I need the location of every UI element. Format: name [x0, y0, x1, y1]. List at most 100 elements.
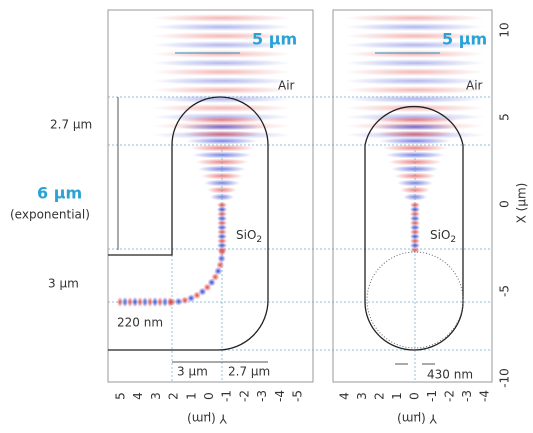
field-lobe	[410, 202, 420, 208]
bend-dim: 3 µm	[177, 365, 208, 379]
field-lobe	[132, 297, 138, 307]
field-lobe	[345, 32, 485, 40]
field-lobe	[410, 206, 420, 213]
field-lobe	[152, 297, 158, 307]
field-lobe	[152, 59, 292, 67]
field-lobe	[189, 144, 255, 152]
field-lobe	[345, 95, 485, 103]
tip-width: 430 nm	[427, 368, 473, 382]
exp-note: (exponential)	[10, 208, 90, 222]
field-lobe	[345, 41, 485, 49]
x-tick-label: 0	[408, 392, 422, 400]
field-lobe	[210, 193, 234, 201]
field-lobe	[177, 116, 267, 124]
left-frame	[107, 9, 314, 383]
field-lobe	[152, 32, 292, 40]
field-lobe	[345, 104, 485, 112]
core-label: SiO2	[430, 228, 456, 245]
field-lobe	[345, 50, 485, 58]
bend-circle	[366, 251, 464, 349]
waveguide-outline	[364, 105, 464, 351]
field-lobe	[152, 14, 292, 22]
field-lobe	[217, 206, 227, 213]
field-lobe	[410, 233, 420, 240]
field-lobe	[180, 296, 189, 305]
field-pattern	[117, 14, 485, 307]
x-tick-label: -5	[291, 390, 305, 402]
width-label: 5 µm	[252, 30, 297, 49]
right-frame	[332, 9, 493, 383]
field-lobe	[186, 137, 258, 145]
y-tick-label: -10	[498, 368, 512, 388]
exp-length: 6 µm	[37, 184, 82, 203]
width-label: 5 µm	[442, 30, 487, 49]
field-lobe	[403, 193, 427, 201]
input-width: 220 nm	[117, 316, 163, 330]
axis-label: Y (µm)	[187, 412, 228, 426]
x-tick-label: 4	[338, 392, 352, 400]
x-tick-label: 0	[202, 392, 216, 400]
x-tick-label: -1	[220, 390, 234, 402]
field-lobe	[345, 59, 485, 67]
x-tick-label: -4	[478, 390, 492, 402]
x-tick-label: 5	[114, 392, 128, 400]
field-lobe	[410, 242, 420, 249]
field-lobe	[217, 254, 226, 263]
field-lobe	[370, 116, 460, 124]
field-lobe	[373, 123, 457, 131]
dimension-arrows	[117, 52, 440, 365]
field-lobe	[152, 23, 292, 31]
field-lobe	[410, 238, 420, 244]
field-lobe	[376, 130, 454, 138]
x-tick-label: 2	[373, 392, 387, 400]
field-lobe	[152, 77, 292, 85]
x-tick-label: 4	[131, 392, 145, 400]
axis-label: Y (µm)	[397, 412, 438, 426]
field-lobe	[187, 294, 196, 303]
field-lobe	[391, 165, 439, 173]
field-lobe	[217, 242, 227, 249]
field-lobe	[183, 130, 261, 138]
x-tick-label: 1	[184, 392, 198, 400]
field-lobe	[198, 165, 246, 173]
x-tick-label: -3	[460, 390, 474, 402]
field-lobe	[382, 144, 448, 152]
axis-label: X (µm)	[515, 183, 529, 224]
x-tick-label: 3	[149, 392, 163, 400]
field-lobe	[345, 68, 485, 76]
taper-dim: 2.7 µm	[228, 365, 270, 379]
field-lobe	[180, 123, 264, 131]
field-lobe	[152, 41, 292, 49]
field-lobe	[174, 297, 183, 306]
y-tick-label: 5	[498, 113, 512, 121]
field-lobe	[345, 86, 485, 94]
field-lobe	[152, 86, 292, 94]
field-lobe	[217, 238, 227, 244]
taper-length: 2.7 µm	[50, 118, 92, 132]
field-lobe	[345, 14, 485, 22]
field-lobe	[345, 23, 485, 31]
field-lobe	[217, 233, 227, 240]
field-lobe	[152, 104, 292, 112]
x-tick-label: 3	[355, 392, 369, 400]
y-tick-label: 0	[498, 200, 512, 208]
x-tick-label: -4	[273, 390, 287, 402]
x-tick-label: -2	[443, 390, 457, 402]
medium-label: Air	[278, 79, 295, 93]
field-lobe	[379, 137, 451, 145]
field-lobe	[152, 68, 292, 76]
y-tick-label: 10	[498, 22, 512, 37]
x-tick-label: -2	[237, 390, 251, 402]
field-lobe	[152, 50, 292, 58]
y-tick-label: -5	[498, 285, 512, 297]
waveguide-outline	[108, 96, 269, 351]
field-lobe	[217, 202, 227, 208]
medium-label: Air	[466, 79, 483, 93]
bend-length: 3 µm	[48, 277, 79, 291]
field-lobe	[152, 95, 292, 103]
x-tick-label: 2	[167, 392, 181, 400]
field-lobe	[345, 77, 485, 85]
x-tick-label: -3	[255, 390, 269, 402]
core-label: SiO2	[236, 228, 262, 245]
